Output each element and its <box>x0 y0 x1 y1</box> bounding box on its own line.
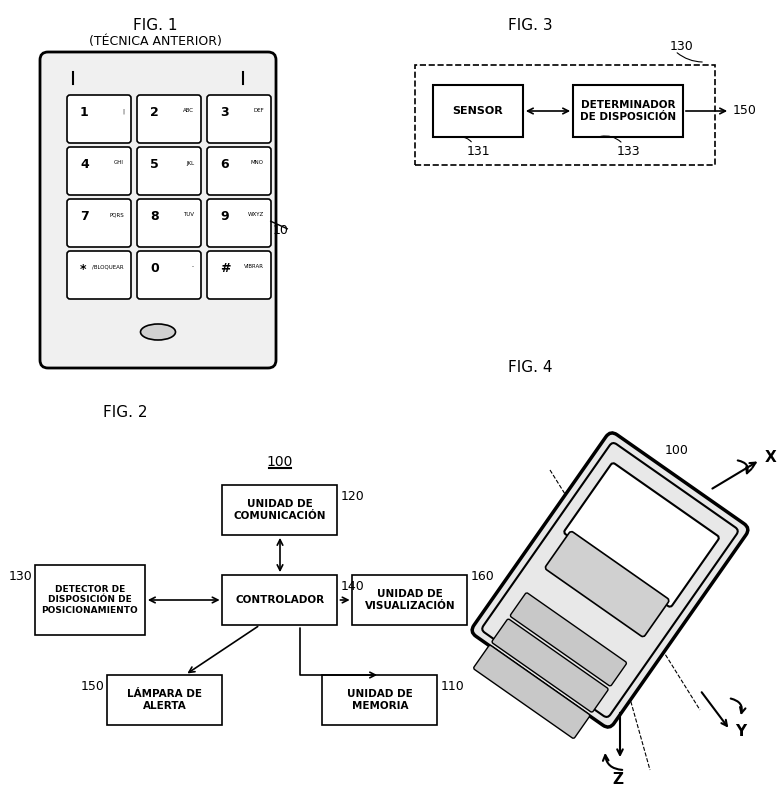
FancyBboxPatch shape <box>207 147 271 195</box>
Text: 110: 110 <box>441 680 464 693</box>
Text: 7: 7 <box>80 210 89 223</box>
Text: UNIDAD DE
VISUALIZACIÓN: UNIDAD DE VISUALIZACIÓN <box>365 589 456 611</box>
FancyBboxPatch shape <box>67 251 131 299</box>
Text: MNO: MNO <box>251 161 264 166</box>
FancyBboxPatch shape <box>564 463 719 606</box>
FancyBboxPatch shape <box>474 646 590 738</box>
Text: 133: 133 <box>616 145 640 158</box>
Text: 150: 150 <box>733 105 757 118</box>
Text: 130: 130 <box>670 41 694 54</box>
Bar <box>415 65 715 165</box>
Bar <box>107 675 223 725</box>
Text: WXYZ: WXYZ <box>248 213 264 218</box>
Text: ABC: ABC <box>183 109 194 114</box>
Bar <box>223 575 337 625</box>
Text: 5: 5 <box>150 158 158 171</box>
Text: /BLOQUEAR: /BLOQUEAR <box>93 265 124 270</box>
Text: FIG. 2: FIG. 2 <box>103 405 147 420</box>
Text: 100: 100 <box>665 443 689 457</box>
FancyBboxPatch shape <box>207 199 271 247</box>
FancyBboxPatch shape <box>472 433 748 727</box>
Text: *: * <box>80 262 86 275</box>
Text: 8: 8 <box>150 210 158 223</box>
Text: DETERMINADOR
DE DISPOSICIÓN: DETERMINADOR DE DISPOSICIÓN <box>580 100 676 122</box>
Text: Y: Y <box>735 725 746 739</box>
Text: DETECTOR DE
DISPOSICIÓN DE
POSICIONAMIENTO: DETECTOR DE DISPOSICIÓN DE POSICIONAMIEN… <box>42 585 138 615</box>
Text: 3: 3 <box>220 106 229 119</box>
Text: UNIDAD DE
MEMORIA: UNIDAD DE MEMORIA <box>347 689 413 710</box>
Text: DEF: DEF <box>253 109 264 114</box>
FancyBboxPatch shape <box>137 95 201 143</box>
Text: Z: Z <box>612 772 623 787</box>
FancyBboxPatch shape <box>67 199 131 247</box>
Text: 4: 4 <box>80 158 89 171</box>
Text: -: - <box>192 265 194 270</box>
Text: 9: 9 <box>220 210 229 223</box>
FancyBboxPatch shape <box>67 95 131 143</box>
FancyBboxPatch shape <box>137 147 201 195</box>
FancyBboxPatch shape <box>40 52 276 368</box>
Text: SENSOR: SENSOR <box>452 106 503 116</box>
Text: 2: 2 <box>150 106 158 119</box>
Text: TUV: TUV <box>183 213 194 218</box>
Text: 160: 160 <box>470 570 494 583</box>
Text: 100: 100 <box>267 455 293 469</box>
Text: 1: 1 <box>80 106 89 119</box>
Text: 120: 120 <box>340 490 365 503</box>
FancyBboxPatch shape <box>510 593 626 686</box>
Text: UNIDAD DE
COMUNICACIÓN: UNIDAD DE COMUNICACIÓN <box>234 499 326 521</box>
Text: 131: 131 <box>466 145 490 158</box>
Text: FIG. 4: FIG. 4 <box>508 360 552 375</box>
FancyBboxPatch shape <box>137 251 201 299</box>
Text: CONTROLADOR: CONTROLADOR <box>235 595 325 605</box>
Text: FIG. 1: FIG. 1 <box>132 18 177 33</box>
FancyBboxPatch shape <box>207 251 271 299</box>
Text: (TÉCNICA ANTERIOR): (TÉCNICA ANTERIOR) <box>89 35 221 48</box>
Bar <box>353 575 467 625</box>
Bar <box>433 85 523 137</box>
Bar <box>322 675 437 725</box>
FancyBboxPatch shape <box>137 199 201 247</box>
Text: LÁMPARA DE
ALERTA: LÁMPARA DE ALERTA <box>128 689 202 710</box>
Text: 0: 0 <box>150 262 158 275</box>
Text: 10: 10 <box>273 223 289 237</box>
Bar <box>223 485 337 535</box>
Bar <box>35 565 145 635</box>
FancyBboxPatch shape <box>207 95 271 143</box>
Text: VIBRAR: VIBRAR <box>244 265 264 270</box>
Text: |: | <box>122 108 124 114</box>
Text: 130: 130 <box>9 570 32 583</box>
Text: FIG. 3: FIG. 3 <box>508 18 552 33</box>
Ellipse shape <box>140 324 176 340</box>
FancyBboxPatch shape <box>67 147 131 195</box>
Text: PQRS: PQRS <box>109 213 124 218</box>
Text: 6: 6 <box>220 158 229 171</box>
Text: GHI: GHI <box>114 161 124 166</box>
Bar <box>573 85 683 137</box>
Text: #: # <box>220 262 230 275</box>
FancyBboxPatch shape <box>546 531 669 637</box>
FancyBboxPatch shape <box>492 619 608 712</box>
Text: X: X <box>765 450 777 466</box>
Text: JKL: JKL <box>186 161 194 166</box>
Text: 140: 140 <box>340 580 365 593</box>
Text: 150: 150 <box>81 680 104 693</box>
